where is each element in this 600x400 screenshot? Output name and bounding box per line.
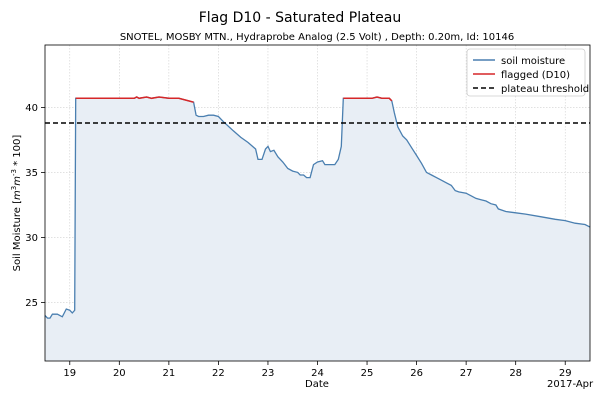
- x-axis-offset-label: 2017-Apr: [547, 379, 594, 390]
- x-tick-label: 27: [460, 368, 473, 379]
- legend-box: [466, 48, 586, 97]
- legend-flagged: flagged (D10): [501, 70, 570, 81]
- y-axis: 25 30 35 40: [25, 103, 45, 309]
- chart-subtitle: SNOTEL, MOSBY MTN., Hydraprobe Analog (2…: [120, 32, 514, 43]
- y-axis-label: Soil Moisture [m3m-3 * 100]: [10, 135, 23, 272]
- y-tick-label: 35: [25, 168, 38, 179]
- x-tick-label: 23: [262, 368, 275, 379]
- x-tick-label: 26: [410, 368, 423, 379]
- x-axis: 19 20 21 22 23 24 25 26 27 28 29: [63, 361, 572, 379]
- x-tick-label: 22: [212, 368, 225, 379]
- y-tick-label: 30: [25, 233, 38, 244]
- y-tick-label: 25: [25, 298, 38, 309]
- flagged-segment: [75, 96, 194, 103]
- x-tick-label: 28: [509, 368, 522, 379]
- flagged-segment: [343, 96, 393, 102]
- x-tick-label: 20: [113, 368, 126, 379]
- y-tick-label: 40: [25, 103, 38, 114]
- soil-moisture-area: [45, 97, 590, 361]
- x-tick-label: 19: [63, 368, 76, 379]
- flagged-segments: [75, 96, 393, 103]
- legend-threshold: plateau threshold: [501, 84, 589, 95]
- chart-title: Flag D10 - Saturated Plateau: [199, 10, 401, 26]
- legend-soil-moisture: soil moisture: [501, 56, 565, 67]
- x-tick-label: 24: [311, 368, 324, 379]
- x-tick-label: 21: [162, 368, 175, 379]
- x-tick-label: 25: [361, 368, 374, 379]
- x-tick-label: 29: [559, 368, 572, 379]
- x-axis-label: Date: [305, 379, 329, 390]
- legend: soil moisture flagged (D10) plateau thre…: [466, 48, 589, 97]
